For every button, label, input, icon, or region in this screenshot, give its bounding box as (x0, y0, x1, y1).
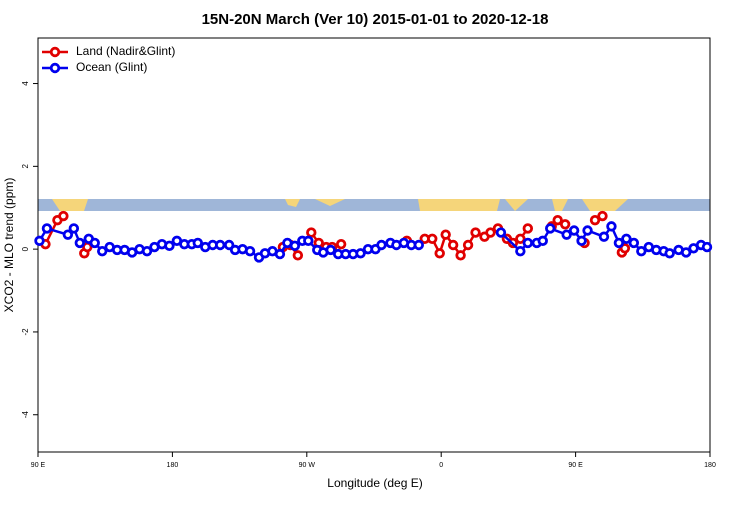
y-tick-label: 4 (21, 81, 30, 86)
data-point (613, 237, 625, 249)
x-axis-label: Longitude (deg E) (327, 476, 422, 490)
data-point (97, 246, 108, 257)
data-point (455, 250, 466, 261)
x-tick-label: 180 (704, 462, 716, 469)
data-point (495, 227, 507, 238)
data-point (289, 240, 301, 252)
x-tick-label: 180 (167, 462, 179, 469)
data-point (303, 235, 314, 247)
chart-title: 15N-20N March (Ver 10) 2015-01-01 to 202… (202, 11, 549, 28)
data-point (376, 239, 387, 251)
y-tick-label: -4 (21, 411, 30, 419)
data-point (292, 250, 304, 261)
data-point (628, 237, 640, 249)
data-point (701, 241, 713, 253)
data-point (325, 244, 336, 256)
data-point (434, 248, 445, 259)
x-tick-label: 90 W (299, 462, 316, 469)
data-point (537, 235, 548, 247)
data-point (274, 248, 286, 260)
x-tick-label: 90 E (568, 462, 583, 469)
map-strip (38, 199, 710, 211)
data-point (244, 246, 256, 257)
data-point (58, 210, 69, 222)
data-point (62, 229, 74, 240)
data-point (485, 227, 496, 238)
data-point (440, 229, 451, 240)
data-point (597, 210, 608, 222)
y-tick-label: -2 (21, 328, 30, 336)
data-point (74, 237, 86, 249)
data-point (515, 233, 526, 244)
x-tick-label: 0 (439, 462, 443, 469)
y-tick-label: 0 (21, 246, 30, 251)
data-point (664, 248, 675, 259)
data-point (355, 248, 366, 259)
data-point (545, 223, 556, 234)
legend-label: Land (Nadir&Glint) (76, 44, 175, 58)
data-point (141, 246, 153, 257)
data-point (522, 237, 534, 249)
data-point (41, 223, 53, 234)
data-point (427, 233, 438, 244)
data-point (568, 225, 580, 236)
data-point (598, 231, 610, 242)
y-tick-label: 2 (21, 164, 30, 169)
data-point (89, 237, 100, 249)
data-point (589, 214, 601, 226)
y-axis-label: XCO2 - MLO trend (ppm) (2, 178, 16, 313)
data-point (515, 246, 526, 257)
data-point (559, 219, 571, 230)
data-point (552, 214, 563, 226)
data-point (680, 247, 692, 258)
data-point (413, 239, 424, 251)
legend-marker (49, 46, 61, 58)
data-point (606, 221, 617, 232)
data-point (561, 229, 572, 240)
legend-label: Ocean (Glint) (76, 60, 147, 74)
data-point (582, 225, 593, 236)
data-point (164, 240, 175, 252)
data-point (306, 227, 317, 238)
data-point (636, 246, 647, 257)
data-point (462, 239, 474, 251)
data-point (192, 237, 203, 249)
data-point (447, 239, 459, 251)
legend-marker (49, 62, 61, 74)
data-point (335, 238, 347, 250)
data-point (470, 227, 481, 238)
data-point (621, 233, 632, 244)
data-point (34, 235, 45, 247)
x-tick-label: 90 E (31, 462, 46, 469)
data-point (214, 239, 226, 251)
data-point (522, 223, 534, 234)
data-point (68, 223, 80, 234)
data-point (576, 235, 587, 247)
data-point (619, 243, 631, 254)
